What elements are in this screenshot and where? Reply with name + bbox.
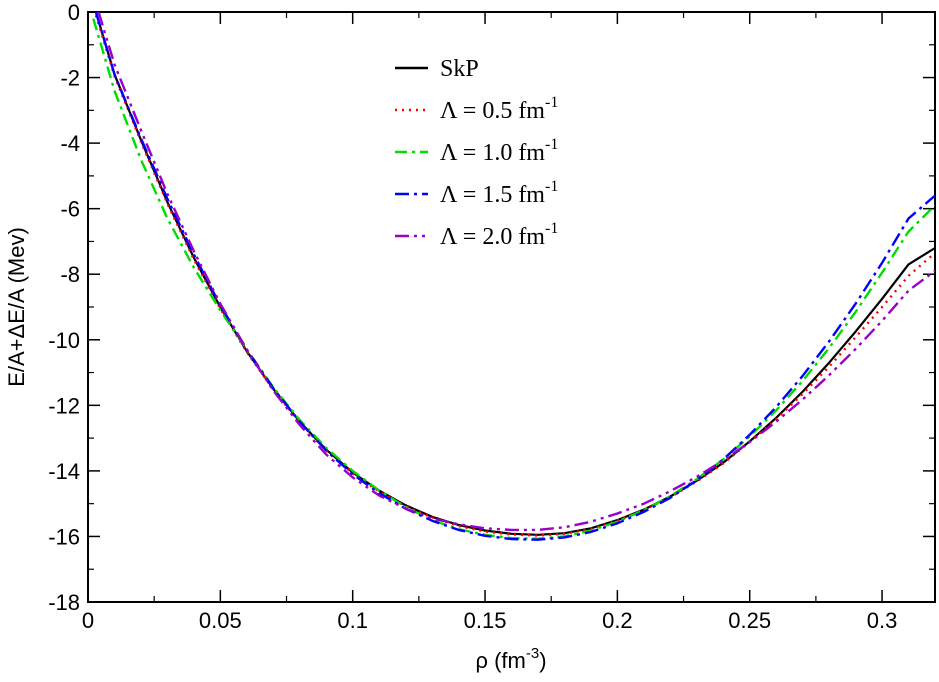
x-tick-label: 0.1 (337, 608, 368, 633)
y-tick-label: -12 (48, 393, 80, 418)
series-lines (92, 12, 935, 541)
series-line-4 (97, 12, 935, 532)
legend: SkP Λ = 0.5 fm-1 Λ = 1.0 fm-1 Λ = 1.5 fm-1 Λ… (395, 56, 558, 250)
x-tick-label: 0.05 (199, 608, 242, 633)
y-tick-label: -14 (48, 459, 80, 484)
x-tick-label: 0.3 (867, 608, 898, 633)
x-tick-label: 0 (82, 608, 94, 633)
legend-label-2: Λ = 1.0 fm-1 (440, 136, 558, 166)
x-axis-label: ρ (fm-3) (475, 645, 546, 673)
y-tick-label: -6 (60, 197, 80, 222)
series-line-3 (94, 12, 935, 541)
y-tick-label: -2 (60, 66, 80, 91)
legend-label-0: SkP (440, 56, 479, 82)
y-tick-label: -10 (48, 328, 80, 353)
y-tick-label: 0 (68, 0, 80, 25)
y-tick-label: -16 (48, 524, 80, 549)
series-line-0 (94, 12, 935, 536)
y-tick-label: -8 (60, 262, 80, 287)
x-tick-label: 0.2 (602, 608, 633, 633)
series-line-1 (94, 14, 935, 537)
x-tick-label: 0.25 (728, 608, 771, 633)
x-tick-label: 0.15 (464, 608, 507, 633)
y-tick-label: -4 (60, 131, 80, 156)
y-axis-label: E/A+ΔE/A (Mev) (4, 227, 29, 387)
legend-label-3: Λ = 1.5 fm-1 (440, 178, 558, 208)
legend-label-1: Λ = 0.5 fm-1 (440, 94, 558, 124)
y-tick-label: -18 (48, 590, 80, 615)
series-line-2 (92, 18, 935, 540)
axis-tick-labels: 0 0.05 0.1 0.15 0.2 0.25 0.3 -18 -16 -14 -12 -10 -8 -… (48, 0, 897, 633)
legend-label-4: Λ = 2.0 fm-1 (440, 220, 558, 250)
